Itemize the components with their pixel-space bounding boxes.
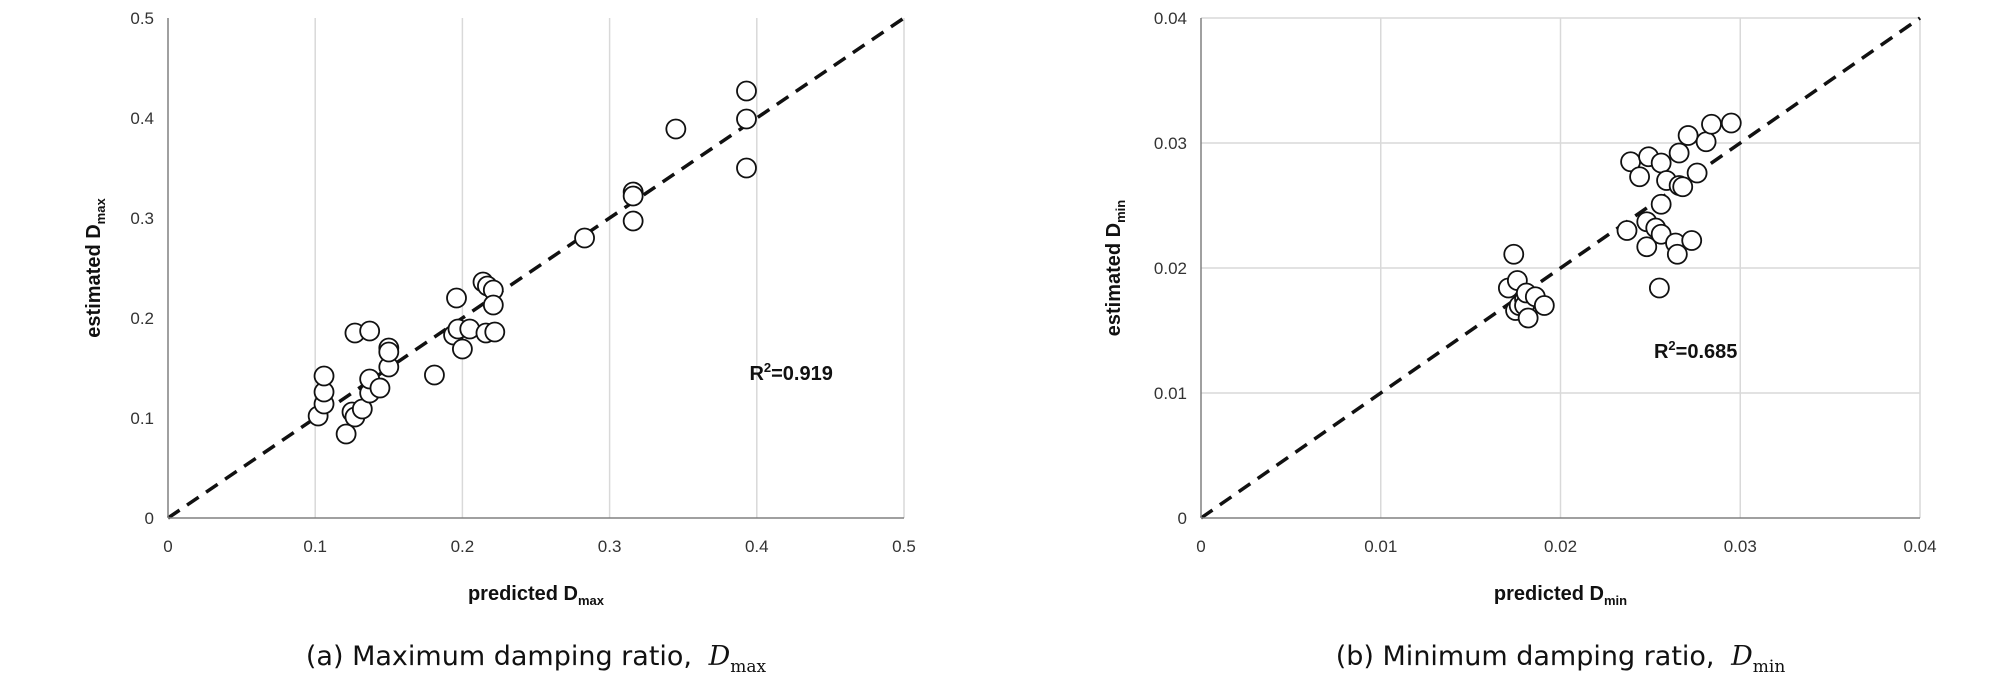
y-tick-label: 0.04	[1154, 9, 1187, 28]
data-point	[1650, 193, 1672, 215]
r-squared-annotation: R2=0.919	[749, 360, 832, 385]
data-point	[1533, 295, 1555, 316]
data-point	[736, 157, 757, 179]
data-point	[1517, 307, 1539, 329]
caption-b: (b) Minimum damping ratio, Dmin	[1336, 641, 1786, 677]
x-tick-label: 0.4	[745, 537, 769, 556]
data-point	[736, 80, 757, 102]
data-point	[1503, 243, 1525, 265]
data-point	[1720, 112, 1742, 134]
y-tick-label: 0.1	[130, 409, 154, 428]
x-tick-label: 0.1	[303, 537, 327, 556]
data-point	[451, 338, 473, 360]
y-tick-label: 0.03	[1154, 134, 1187, 153]
reference-line-1to1	[167, 16, 905, 520]
data-point	[335, 423, 357, 445]
data-point	[622, 210, 644, 232]
y-tick-label: 0	[145, 509, 154, 528]
data-point	[1686, 162, 1708, 184]
x-tick-label: 0.2	[451, 537, 475, 556]
x-tick-label: 0.5	[892, 537, 916, 556]
y-axis-label: estimated Dmax	[83, 198, 108, 338]
data-point	[369, 377, 391, 399]
data-point	[378, 341, 400, 363]
y-tick-label: 0	[1178, 509, 1187, 528]
data-point	[313, 365, 335, 387]
data-point	[736, 108, 757, 130]
data-point	[482, 294, 504, 316]
x-tick-label: 0	[1196, 537, 1205, 556]
data-point	[1629, 166, 1650, 188]
x-axis-label: predicted Dmax	[468, 583, 605, 608]
reference-line-1to1	[1200, 16, 1921, 520]
chart-max-damping-ratio: 0 0.1 0.2 0.3 0.4 0.5 0 0.1 0.2 0.3 0.4 0.5 predic…	[83, 9, 916, 677]
x-tick-label: 0	[163, 537, 172, 556]
chart-min-damping-ratio: 0 0.01 0.02 0.03 0.04 0 0.01 0.02 0.03 0.04 pred…	[1103, 9, 1937, 677]
data-point	[665, 118, 687, 140]
r-squared-annotation: R2=0.685	[1654, 338, 1737, 363]
data-point	[1672, 176, 1694, 198]
data-point	[484, 321, 506, 343]
data-point	[1695, 131, 1717, 153]
y-axis-label: estimated Dmin	[1103, 200, 1128, 337]
x-tick-label: 0.03	[1724, 537, 1757, 556]
y-tick-label: 0.4	[130, 109, 154, 128]
data-point	[446, 287, 467, 309]
x-tick-label: 0.02	[1544, 537, 1577, 556]
data-point	[424, 364, 445, 386]
data-point	[1650, 152, 1672, 174]
x-axis-label: predicted Dmin	[1494, 583, 1627, 608]
data-point	[1668, 142, 1690, 164]
y-tick-label: 0.2	[130, 309, 154, 328]
data-point	[359, 320, 381, 342]
data-point	[622, 185, 644, 207]
x-tick-label: 0.3	[598, 537, 622, 556]
x-tick-label: 0.01	[1364, 537, 1397, 556]
caption-a: (a) Maximum damping ratio, Dmax	[306, 641, 767, 677]
y-tick-label: 0.5	[130, 9, 154, 28]
x-tick-label: 0.04	[1903, 537, 1936, 556]
data-point	[1616, 220, 1638, 241]
data-point	[1648, 277, 1670, 299]
y-tick-label: 0.01	[1154, 384, 1187, 403]
data-point	[1677, 125, 1699, 146]
data-point	[1681, 230, 1703, 251]
data-point	[574, 227, 595, 249]
y-tick-label: 0.02	[1154, 259, 1187, 278]
y-tick-label: 0.3	[130, 209, 154, 228]
data-point	[1636, 236, 1658, 258]
data-point	[1701, 113, 1722, 135]
data-point	[1666, 243, 1688, 265]
